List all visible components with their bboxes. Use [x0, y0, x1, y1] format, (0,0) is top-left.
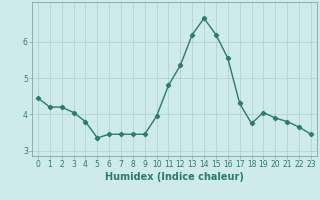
X-axis label: Humidex (Indice chaleur): Humidex (Indice chaleur)	[105, 172, 244, 182]
